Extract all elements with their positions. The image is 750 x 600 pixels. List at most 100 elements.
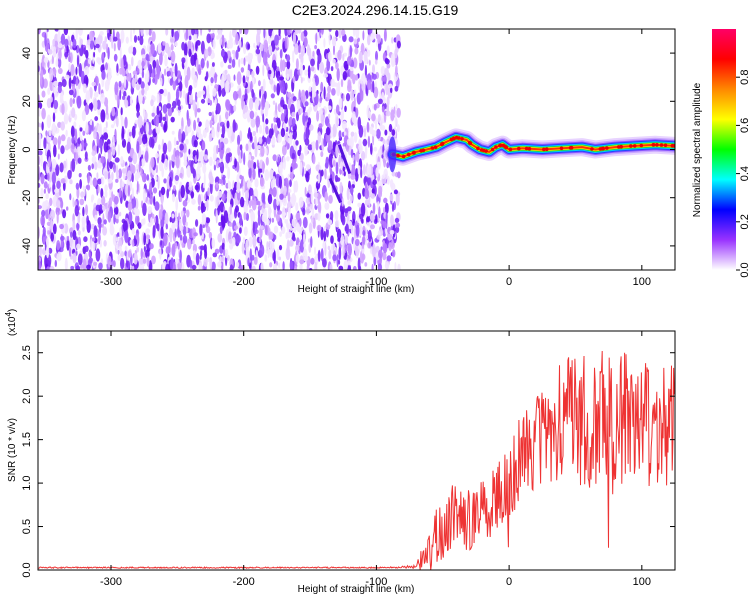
- spectrogram-cell: [251, 265, 256, 270]
- spectrogram-cell: [163, 124, 167, 133]
- spectrogram-cell: [140, 248, 143, 260]
- spectrogram-cell: [328, 194, 333, 204]
- spectrogram-cell: [366, 216, 370, 223]
- spectrogram-cell: [75, 151, 79, 165]
- snr-y-tick-label: 0.0: [21, 562, 33, 577]
- spectrogram-cell: [224, 80, 230, 94]
- spectrogram-cell: [63, 29, 69, 36]
- spectrogram-cell: [183, 152, 188, 163]
- spectrogram-cell: [203, 244, 207, 254]
- snr-y-tick-label: 2.5: [21, 345, 33, 360]
- spectrogram-cell: [336, 67, 340, 82]
- spectrogram-cell: [235, 33, 239, 45]
- spectrogram-cell: [377, 263, 383, 270]
- spectrogram-cell: [104, 171, 108, 180]
- spectrogram-peak: [396, 153, 400, 158]
- spectrogram-cell: [310, 257, 315, 265]
- spectrogram-cell: [307, 65, 311, 79]
- spectrogram-cell: [186, 125, 192, 133]
- spectrogram-cell: [391, 202, 395, 212]
- spectrogram-cell: [124, 116, 128, 129]
- spectrogram-cell: [189, 259, 193, 270]
- spectrogram-cell: [375, 50, 378, 62]
- spectrogram-cell: [148, 260, 153, 270]
- spectrogram-cell: [124, 99, 129, 108]
- spectrogram-cell: [45, 130, 48, 137]
- spectrogram-peak: [460, 137, 464, 141]
- spectrogram-cell: [93, 91, 99, 98]
- spectrogram-cell: [255, 115, 261, 128]
- spectrogram-cell: [273, 198, 278, 211]
- spectrogram-cell: [200, 98, 206, 104]
- spectrogram-cell: [77, 157, 82, 164]
- spectrogram-cell: [232, 90, 238, 101]
- spectrogram-cell: [40, 215, 46, 227]
- spectrogram-cell: [159, 51, 163, 66]
- spectrogram-cell: [397, 171, 401, 179]
- spectrogram-cell: [295, 58, 299, 71]
- spectrogram-cell: [300, 44, 305, 57]
- spectrogram-cell: [354, 74, 359, 81]
- spectrogram-cell: [46, 266, 51, 270]
- spectrogram-cell: [388, 83, 393, 89]
- spectrogram-cell: [192, 168, 196, 179]
- spectrogram-cell: [143, 245, 146, 252]
- spectrogram-peak: [490, 147, 495, 152]
- spectrogram-cell: [312, 154, 316, 165]
- spectrogram-cell: [384, 202, 389, 215]
- spectrogram-cell: [245, 213, 249, 221]
- spectrogram-cell: [278, 256, 282, 261]
- spectrogram-cell: [361, 218, 364, 224]
- spectrogram-cell: [115, 217, 119, 224]
- spectrogram-cell: [139, 257, 144, 265]
- spectrogram-peak: [479, 148, 484, 152]
- spectrogram-cell: [292, 156, 296, 170]
- spectrogram-cell: [55, 164, 60, 177]
- spectrogram-cell: [200, 245, 205, 251]
- spectrogram-cell: [115, 178, 119, 183]
- spectrogram-cell: [311, 77, 315, 83]
- spectrogram-cell: [370, 142, 373, 155]
- spectrogram-cell: [187, 238, 192, 250]
- spectrogram-cell: [176, 70, 182, 80]
- spectrogram-cell: [56, 240, 61, 251]
- spectrogram-cell: [268, 44, 273, 56]
- spectrogram-cell: [188, 35, 192, 41]
- spectrogram-cell: [52, 112, 56, 123]
- spectrogram-cell: [258, 80, 261, 87]
- spectrogram-cell: [310, 236, 313, 248]
- spectrogram-cell: [373, 86, 379, 99]
- spectrogram-cell: [42, 161, 46, 171]
- spectrogram-cell: [360, 202, 366, 217]
- spectrogram-cell: [289, 132, 293, 146]
- spectrogram-cell: [287, 207, 291, 220]
- spectrogram-cell: [286, 60, 291, 70]
- spectrogram-cell: [299, 161, 303, 176]
- spectrogram-cell: [221, 242, 225, 250]
- spectrogram-cell: [306, 263, 310, 270]
- spectrogram-cell: [267, 205, 272, 219]
- spectrogram-cell: [228, 152, 232, 158]
- spectrogram-cell: [127, 250, 132, 258]
- spectrogram-cell: [182, 207, 186, 212]
- spectrogram-cell: [150, 99, 154, 107]
- spectrogram-cell: [137, 59, 143, 71]
- spectrogram-cell: [193, 139, 198, 148]
- spectrogram-cell: [211, 62, 215, 67]
- spectrogram-cell: [51, 171, 57, 185]
- spectrogram-cell: [355, 29, 360, 39]
- spectrogram-cell: [358, 124, 364, 138]
- spectrogram-cell: [101, 195, 106, 206]
- spectrogram-cell: [221, 216, 224, 221]
- spectrogram-cell: [102, 40, 107, 50]
- spectrogram-cell: [134, 172, 139, 182]
- spectrogram-cell: [54, 259, 57, 268]
- spectrogram-cell: [201, 90, 206, 95]
- spectrogram-cell: [188, 85, 193, 91]
- spectrogram-cell: [40, 69, 44, 79]
- spectrogram-cell: [172, 78, 177, 91]
- spectrogram-cell: [250, 118, 256, 128]
- spectrogram-cell: [264, 224, 268, 236]
- spectrogram-cell: [278, 262, 281, 269]
